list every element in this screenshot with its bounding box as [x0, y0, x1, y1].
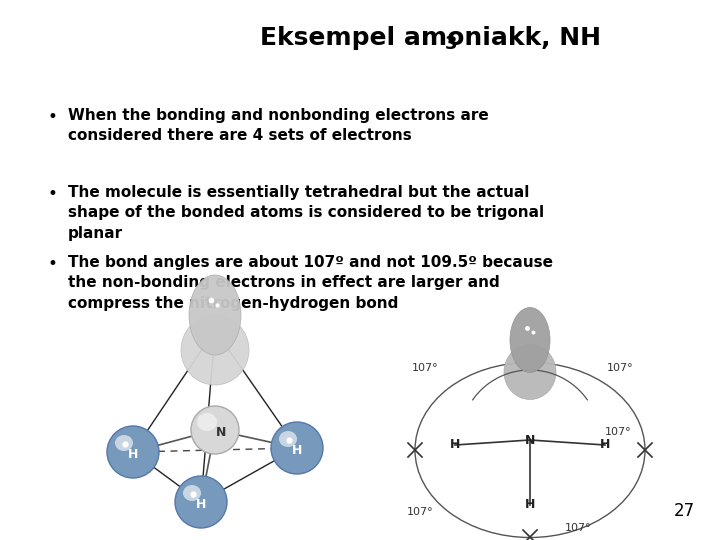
- Text: H: H: [128, 449, 138, 462]
- Text: H: H: [450, 438, 460, 451]
- Ellipse shape: [107, 426, 159, 478]
- Text: The molecule is essentially tetrahedral but the actual
shape of the bonded atoms: The molecule is essentially tetrahedral …: [68, 185, 544, 241]
- Text: 107°: 107°: [607, 363, 634, 373]
- Ellipse shape: [181, 315, 249, 385]
- Text: 107°: 107°: [564, 523, 591, 533]
- Text: •: •: [47, 255, 57, 273]
- Text: 107°: 107°: [412, 363, 438, 373]
- Text: H: H: [196, 498, 206, 511]
- Ellipse shape: [189, 275, 241, 355]
- Text: H: H: [292, 444, 302, 457]
- Ellipse shape: [175, 476, 227, 528]
- Ellipse shape: [279, 431, 297, 447]
- Ellipse shape: [183, 485, 201, 501]
- Text: The bond angles are about 107º and not 109.5º because
the non-bonding electrons : The bond angles are about 107º and not 1…: [68, 255, 553, 311]
- Ellipse shape: [115, 435, 133, 451]
- Ellipse shape: [271, 422, 323, 474]
- Text: 107°: 107°: [407, 507, 433, 517]
- Text: 107°: 107°: [605, 427, 631, 437]
- Text: When the bonding and nonbonding electrons are
considered there are 4 sets of ele: When the bonding and nonbonding electron…: [68, 108, 489, 144]
- Text: Eksempel amoniakk, NH: Eksempel amoniakk, NH: [260, 26, 601, 50]
- Ellipse shape: [191, 406, 239, 454]
- Text: H: H: [600, 438, 610, 451]
- Text: 27: 27: [674, 502, 695, 520]
- Text: H: H: [525, 498, 535, 511]
- Text: •: •: [47, 108, 57, 126]
- Ellipse shape: [504, 345, 556, 400]
- Ellipse shape: [197, 413, 217, 431]
- Ellipse shape: [510, 307, 550, 373]
- Text: •: •: [47, 185, 57, 203]
- Text: N: N: [525, 434, 535, 447]
- Text: N: N: [216, 426, 226, 438]
- Text: 3: 3: [445, 35, 457, 53]
